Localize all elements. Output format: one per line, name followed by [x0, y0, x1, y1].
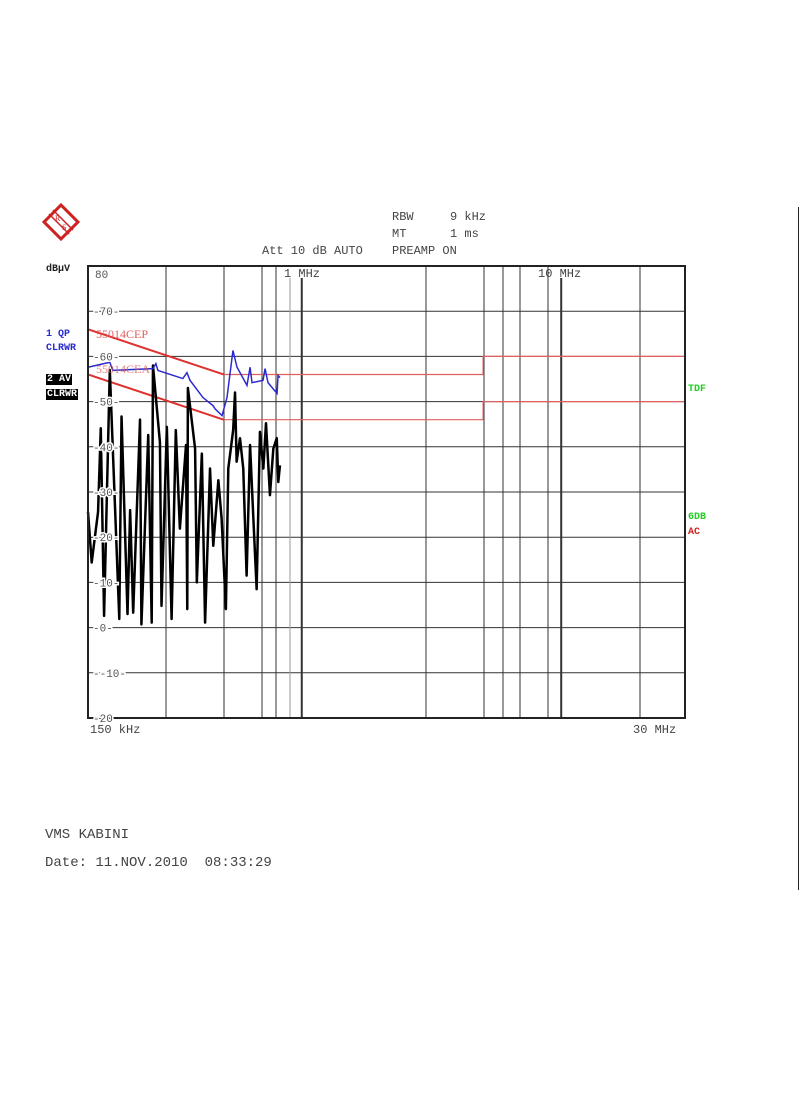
x-end-label: 30 MHz	[633, 723, 677, 737]
rbw-value: 9 kHz	[450, 210, 487, 224]
y-tick-label: -70-	[93, 307, 119, 319]
y-tick-label: -50-	[93, 398, 119, 410]
y-tick-label: -40-	[93, 443, 119, 455]
y-tick-label: -10-	[93, 578, 119, 590]
ac-label: AC	[688, 527, 701, 538]
6db-label: 6DB	[688, 512, 707, 523]
attenuation: Att 10 dB AUTO	[262, 244, 363, 258]
y-tick-label: -60-	[93, 352, 119, 364]
footer-title: VMS KABINI	[45, 827, 130, 843]
mt-value: 1 ms	[450, 227, 479, 241]
y-tick-label: -20	[93, 714, 113, 726]
plot-frame	[87, 265, 686, 719]
trace2-mode: CLRWR	[46, 389, 79, 400]
limit-label-av: 55014CEA	[96, 362, 150, 376]
mt-label: MT	[392, 227, 407, 241]
trace-av	[86, 364, 282, 626]
preamp: PREAMP ON	[392, 244, 457, 258]
svg-text:R: R	[55, 214, 61, 223]
svg-text:S: S	[62, 223, 66, 232]
x-marker-1mhz: 1 MHz	[284, 267, 321, 281]
y-unit-label: dBµV	[46, 264, 71, 275]
limit-line-55014CEP	[223, 355, 685, 376]
trace2-label: 2 AV	[46, 374, 73, 385]
x-start-label: 150 kHz	[90, 723, 141, 737]
y-tick-label: -20-	[93, 533, 119, 545]
limit-line-55014CEA	[223, 401, 685, 421]
trace1-mode: CLRWR	[46, 343, 77, 354]
y-tick-label: -0-	[93, 624, 113, 636]
trace1-label: 1 QP	[46, 329, 71, 340]
tdf-label: TDF	[688, 384, 707, 395]
rs-logo: R S	[41, 202, 81, 242]
rbw-label: RBW	[392, 210, 414, 224]
page-border	[798, 207, 799, 890]
x-marker-10mhz: 10 MHz	[538, 267, 582, 281]
footer-date: Date: 11.NOV.2010 08:33:29	[45, 855, 272, 871]
limit-label-qp: 55014CEP	[96, 327, 149, 341]
limit-line-55014CEP-slope	[87, 328, 224, 376]
y-tick-label: -30-	[93, 488, 119, 500]
trace-qp	[87, 350, 281, 418]
y-tick-label: 80	[95, 270, 108, 282]
y-tick-label: --10-	[93, 669, 126, 681]
